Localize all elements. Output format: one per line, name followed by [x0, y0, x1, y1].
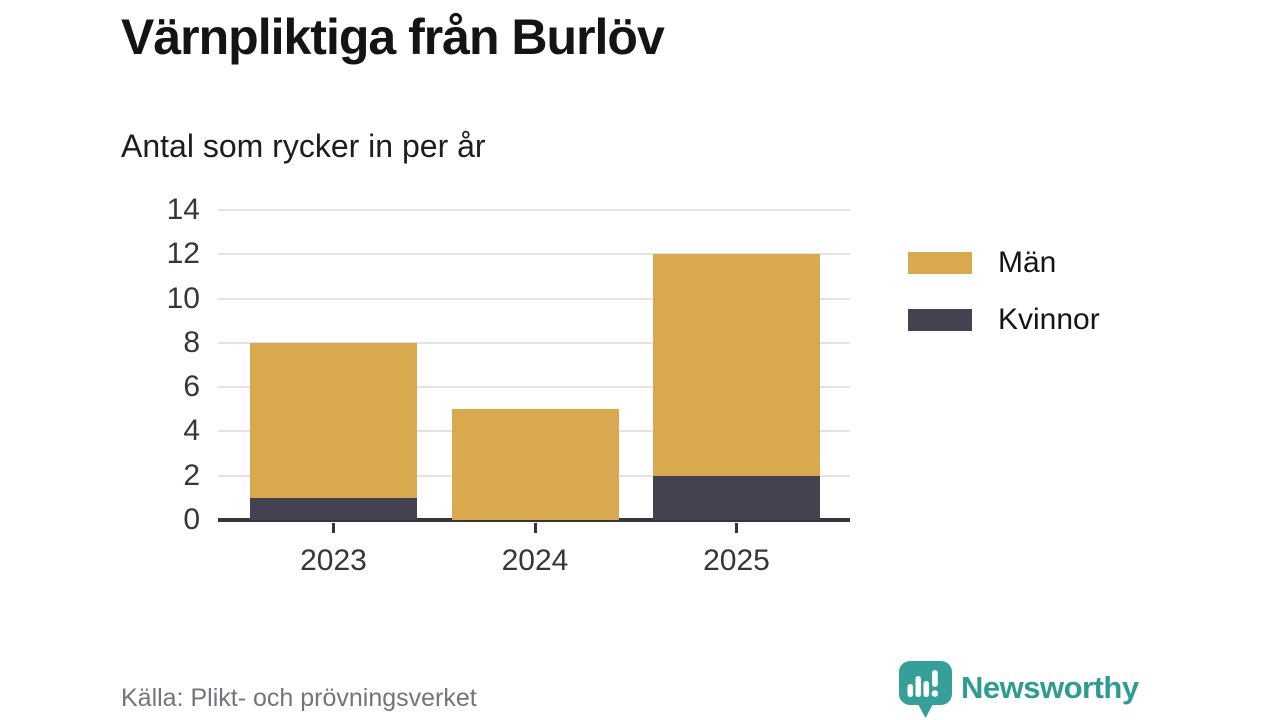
x-tick-label-2025: 2025 [703, 544, 770, 577]
plot-area: 0 2 4 6 8 10 12 14 2023 2024 2025 [167, 193, 850, 577]
bar-2024-Män [451, 409, 619, 520]
y-tick-label-10: 10 [166, 281, 200, 315]
x-tick-label-2024: 2024 [501, 544, 569, 577]
y-tick-label-14: 14 [166, 193, 200, 226]
page-subtitle: Antal som rycker in per år [121, 128, 486, 164]
y-tick-label-12: 12 [166, 237, 200, 271]
newsworthy-bubble-icon [899, 661, 952, 718]
y-tick-label-0: 0 [183, 503, 200, 536]
legend-row-Män: Män [908, 246, 1100, 280]
gridline-y6 [218, 386, 850, 389]
y-axis-labels: 0 2 4 6 8 10 12 14 [85, 193, 200, 536]
source-note: Källa: Plikt- och prövningsverket [121, 684, 477, 712]
y-tick-label-2: 2 [183, 458, 200, 492]
bar-2023-Män [250, 342, 417, 498]
brand-name: Newsworthy [961, 670, 1139, 705]
legend-row-Kvinnor: Kvinnor [908, 303, 1100, 337]
legend: Män Kvinnor [908, 246, 1100, 360]
y-tick-label-6: 6 [183, 370, 200, 404]
gridline-y12 [218, 253, 850, 256]
y-tick-label-8: 8 [183, 325, 200, 359]
legend-swatch-Män [908, 252, 972, 274]
x-tick-label-2023: 2023 [300, 544, 367, 577]
bar-2023-Kvinnor [250, 497, 417, 520]
brand-logo: Newsworthy [899, 661, 1139, 719]
legend-label-Kvinnor: Kvinnor [998, 303, 1100, 336]
x-tick-2023 [332, 523, 335, 533]
bar-2025-Män [653, 254, 820, 476]
gridline-y8 [218, 341, 850, 344]
legend-label-Män: Män [998, 246, 1057, 279]
x-tick-2025 [735, 523, 738, 533]
x-tick-2024 [533, 523, 537, 533]
x-axis-line [218, 518, 850, 522]
gridline-y14 [218, 209, 850, 211]
page-title: Värnpliktiga från Burlöv [121, 9, 665, 65]
gridline-y10 [218, 297, 850, 300]
bar-2025-Kvinnor [653, 475, 820, 520]
y-tick-label-4: 4 [183, 414, 200, 448]
legend-swatch-Kvinnor [908, 309, 972, 331]
